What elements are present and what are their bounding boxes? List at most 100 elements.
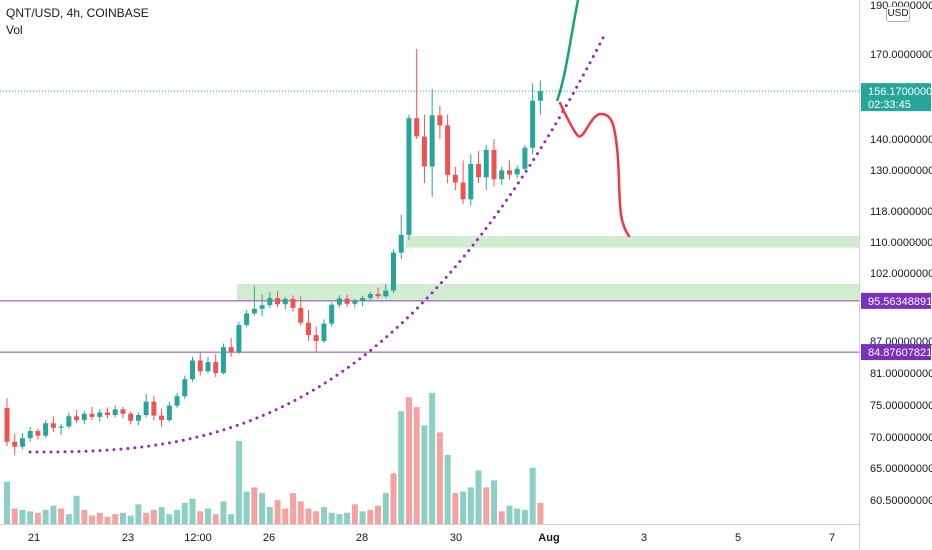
candle [375,287,381,299]
volume-bar [344,512,351,524]
candle-body [182,379,188,397]
candle-body [104,412,110,416]
candle-body [282,298,288,305]
time-axis-label: 5 [735,532,741,544]
candle [43,420,49,438]
candle [421,114,427,184]
candle [452,166,458,191]
candle-body [50,423,56,428]
candle [81,410,87,424]
volume-bar [119,512,126,524]
candle-body [151,401,157,416]
volume-bar [444,454,451,524]
candle-body [97,412,103,417]
price-axis-label: 65.00000000 [870,463,932,475]
candle [58,423,64,436]
candle [35,428,41,440]
candle-body [275,298,281,305]
volume-bar [336,514,343,524]
candle [460,160,466,204]
candle-body [499,170,505,180]
candle-body [220,347,226,373]
volume-bar [251,487,258,524]
candle-body [43,423,49,436]
candle-body [12,441,18,447]
volume-bar [436,432,443,524]
volume-bar [405,397,412,524]
volume-bar [189,498,196,524]
volume-bar [320,507,327,524]
candle-body [89,413,95,417]
last-price-value: 156.17000000 [868,86,932,98]
candle [305,310,311,341]
candle-body [74,416,80,421]
candle [321,319,327,344]
volume-bar [290,493,297,524]
volume-bar [305,508,312,524]
candle [50,416,56,432]
price-axis-label: 102.00000000 [870,268,932,280]
candle [151,396,157,421]
volume-bar [483,487,490,524]
candle-body [228,347,234,352]
candle-body [437,115,443,126]
candle-body [445,125,451,175]
candle-body [460,182,466,200]
volume-bar [81,509,88,524]
currency-button[interactable]: USD [886,6,910,22]
candle-body [112,409,118,416]
candle [537,80,543,115]
candle [74,409,80,424]
time-axis-label: Aug [538,532,559,544]
candle-body [205,362,211,372]
candle-body [391,252,396,291]
volume-bar [375,505,382,524]
volume-bar [413,407,420,524]
volume-bar [65,514,72,524]
candle [97,409,103,422]
volume-bar [150,509,157,524]
symbol-title: QNT/USD, 4h, COINBASE [6,6,149,20]
candle-body [251,308,257,314]
price-axis-label: 70.00000000 [870,432,932,444]
candle-body [344,298,350,304]
candle-body [143,401,149,416]
volume-bar [452,493,459,524]
volume-bar [112,514,119,524]
volume-bar [243,491,250,524]
candle-body [367,294,373,299]
volume-bar [181,502,188,524]
candle-body [491,149,497,180]
volume-bar [96,512,103,524]
volume-bar [521,509,528,524]
candle-body [336,298,342,305]
volume-bar [197,511,204,524]
support-zone [406,236,859,248]
price-axis-label: 110.00000000 [870,237,932,249]
candle [352,298,358,308]
candle-body [298,307,304,323]
candle [120,406,126,419]
candle [282,296,288,310]
volume-bar [174,509,181,524]
candle [89,406,95,421]
candle [27,427,33,442]
volume-bar [514,508,521,524]
candle-body [375,294,381,297]
candle [499,166,505,185]
candle-body [81,413,87,421]
candle-body [468,163,474,200]
candle [259,294,265,317]
candle [159,408,165,428]
candle [483,145,489,191]
volume-bar [135,504,142,524]
candle [104,407,110,419]
level-price-value: 95.56348891 [868,296,932,308]
volume-bar [204,508,211,524]
candle-body [406,118,412,235]
candle-body [522,147,528,169]
candle-body [313,335,319,341]
volume-bar [390,473,397,524]
